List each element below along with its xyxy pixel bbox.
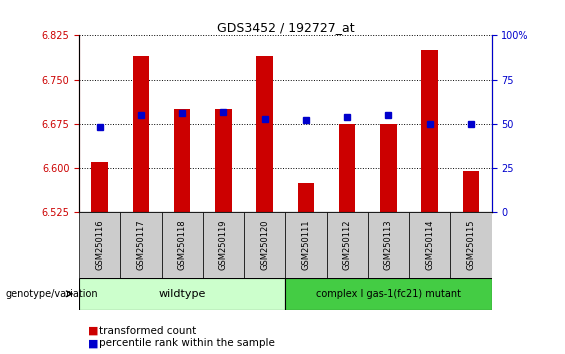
Bar	[133, 56, 149, 212]
Text: ■: ■	[88, 338, 98, 348]
Bar	[215, 109, 232, 212]
Bar	[285, 278, 492, 310]
Text: ■: ■	[88, 326, 98, 336]
Text: GSM250113: GSM250113	[384, 220, 393, 270]
Bar	[463, 171, 479, 212]
Bar	[285, 212, 327, 278]
Bar	[339, 124, 355, 212]
Bar	[203, 212, 244, 278]
Bar	[380, 124, 397, 212]
Text: GSM250112: GSM250112	[343, 220, 351, 270]
Text: wildtype: wildtype	[159, 289, 206, 299]
Text: GSM250120: GSM250120	[260, 220, 269, 270]
Text: transformed count: transformed count	[99, 326, 196, 336]
Text: GSM250119: GSM250119	[219, 220, 228, 270]
Bar	[327, 212, 368, 278]
Text: genotype/variation: genotype/variation	[6, 289, 98, 299]
Text: GSM250111: GSM250111	[302, 220, 310, 270]
Bar	[79, 278, 285, 310]
Bar	[120, 212, 162, 278]
Text: GSM250117: GSM250117	[137, 220, 145, 270]
Bar	[421, 50, 438, 212]
Text: GSM250115: GSM250115	[467, 220, 475, 270]
Bar	[298, 183, 314, 212]
Bar	[79, 212, 120, 278]
Bar	[162, 212, 203, 278]
Bar	[450, 212, 492, 278]
Text: complex I gas-1(fc21) mutant: complex I gas-1(fc21) mutant	[316, 289, 461, 299]
Bar	[368, 212, 409, 278]
Bar	[409, 212, 450, 278]
Bar	[92, 162, 108, 212]
Bar	[244, 212, 285, 278]
Title: GDS3452 / 192727_at: GDS3452 / 192727_at	[216, 21, 354, 34]
Text: percentile rank within the sample: percentile rank within the sample	[99, 338, 275, 348]
Bar	[174, 109, 190, 212]
Text: GSM250114: GSM250114	[425, 220, 434, 270]
Bar	[257, 56, 273, 212]
Text: GSM250118: GSM250118	[178, 220, 186, 270]
Text: GSM250116: GSM250116	[95, 220, 104, 270]
